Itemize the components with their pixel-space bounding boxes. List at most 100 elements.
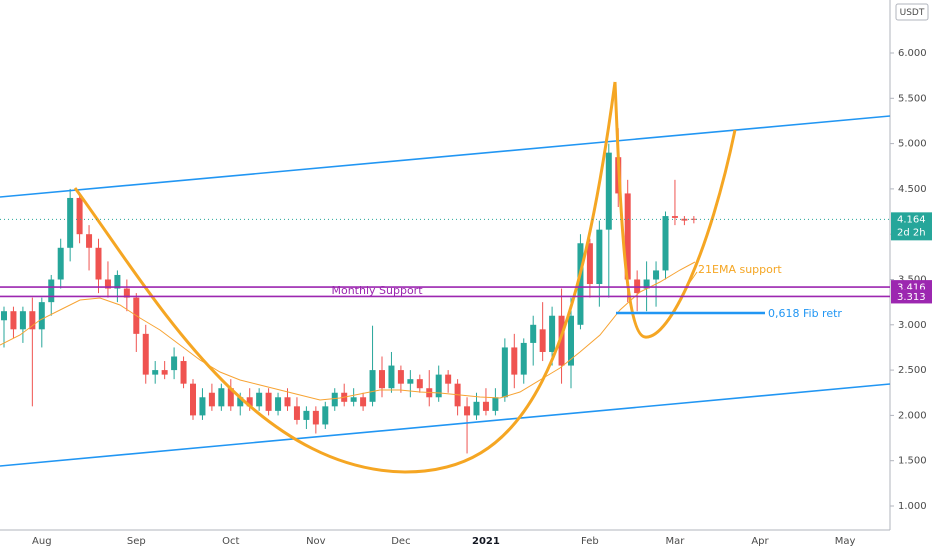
candle-body <box>123 288 130 298</box>
support-price-label: 3.313 <box>897 292 926 303</box>
candle-body <box>586 243 593 285</box>
y-tick-label: 5.500 <box>898 93 927 104</box>
candle-body <box>690 218 697 220</box>
support-label: Monthly Support <box>331 284 423 297</box>
x-tick-label: May <box>835 536 856 547</box>
candle-body <box>227 388 234 407</box>
candle-body <box>303 410 310 420</box>
channel-upper <box>0 115 891 198</box>
countdown-label: 2d 2h <box>897 227 926 238</box>
candle-body <box>331 392 338 407</box>
candle-body <box>293 406 300 420</box>
candle-body <box>237 397 244 407</box>
candle-body <box>369 370 376 402</box>
x-tick-label: Nov <box>306 536 326 547</box>
candle-body <box>397 370 404 384</box>
candle-body <box>520 342 527 375</box>
x-tick-label: Apr <box>751 536 769 547</box>
candle-body <box>86 234 93 248</box>
candle-body <box>114 274 121 289</box>
candle-body <box>48 279 55 303</box>
candle-body <box>530 324 537 343</box>
candle-body <box>38 302 45 330</box>
candle-body <box>312 410 319 425</box>
candle-body <box>10 311 17 330</box>
candle-body <box>379 370 385 389</box>
candle-body <box>19 311 26 330</box>
candle-body <box>256 392 263 407</box>
candle-body <box>577 243 584 325</box>
candle-body <box>360 397 367 407</box>
handle-drawing <box>613 81 737 339</box>
candle-body <box>653 270 660 280</box>
x-tick-label: Dec <box>391 536 410 547</box>
candle-body <box>161 370 168 375</box>
candle-body <box>142 333 149 375</box>
candle-body <box>218 388 225 407</box>
candle-body <box>208 392 215 407</box>
candle-body <box>662 216 669 271</box>
candle-body <box>265 392 272 411</box>
candle-body <box>671 216 678 218</box>
candle-body <box>501 347 508 398</box>
y-tick-label: 1.000 <box>898 501 927 512</box>
x-tick-label: 2021 <box>472 536 500 547</box>
candle-body <box>104 279 111 289</box>
price-label-box <box>891 289 932 304</box>
candle-body <box>539 329 546 352</box>
y-tick-label: 1.500 <box>898 456 927 467</box>
candle-body <box>605 152 612 230</box>
candle-body <box>246 397 253 407</box>
annotation: 0,618 Fib retr <box>768 307 842 320</box>
candle-body <box>284 397 291 407</box>
candle-body <box>190 383 196 416</box>
candle-body <box>180 361 187 384</box>
candle-body <box>275 397 282 411</box>
candle-body <box>95 247 102 280</box>
candle-body <box>473 401 480 416</box>
y-tick-label: 3.500 <box>898 274 927 285</box>
y-tick-label: 4.500 <box>898 184 927 195</box>
candle-body <box>596 229 603 285</box>
candle-body <box>388 365 395 389</box>
y-tick-label: 5.000 <box>898 139 927 150</box>
y-tick-label: 2.500 <box>898 365 927 376</box>
candle-body <box>407 379 414 384</box>
candle-body <box>76 197 83 235</box>
candle-body <box>549 315 556 352</box>
candle-body <box>492 397 499 411</box>
x-tick-label: Mar <box>666 536 686 547</box>
y-tick-label: 2.000 <box>898 410 927 421</box>
candle-body <box>350 397 357 402</box>
channel-lower <box>0 383 891 467</box>
candle-body <box>624 193 631 280</box>
ema-line <box>0 261 696 401</box>
x-tick-label: Sep <box>127 536 146 547</box>
candle-body <box>57 247 64 280</box>
x-tick-label: Oct <box>222 536 239 547</box>
candle-body <box>634 279 641 294</box>
last-price-box <box>891 212 932 241</box>
cup-drawing <box>73 81 617 474</box>
y-tick-label: 6.000 <box>898 48 927 59</box>
candle-body <box>416 379 423 389</box>
candle-body <box>322 406 329 425</box>
currency-label: USDT <box>900 8 925 18</box>
candle-body <box>152 370 159 375</box>
candle-body <box>445 374 452 384</box>
candle-body <box>67 197 74 248</box>
candle-body <box>29 311 36 330</box>
last-price-label: 4.164 <box>897 214 926 225</box>
y-tick-label: 3.000 <box>898 320 927 331</box>
candle-body <box>482 401 489 411</box>
candle-body <box>511 347 518 375</box>
candle-body <box>171 356 178 371</box>
candle-body <box>199 397 206 416</box>
candle-body <box>568 315 574 366</box>
support-price-label: 3.416 <box>897 283 926 294</box>
annotation-pointer <box>687 271 698 286</box>
candle-body <box>1 311 7 321</box>
candle-body <box>558 315 565 366</box>
